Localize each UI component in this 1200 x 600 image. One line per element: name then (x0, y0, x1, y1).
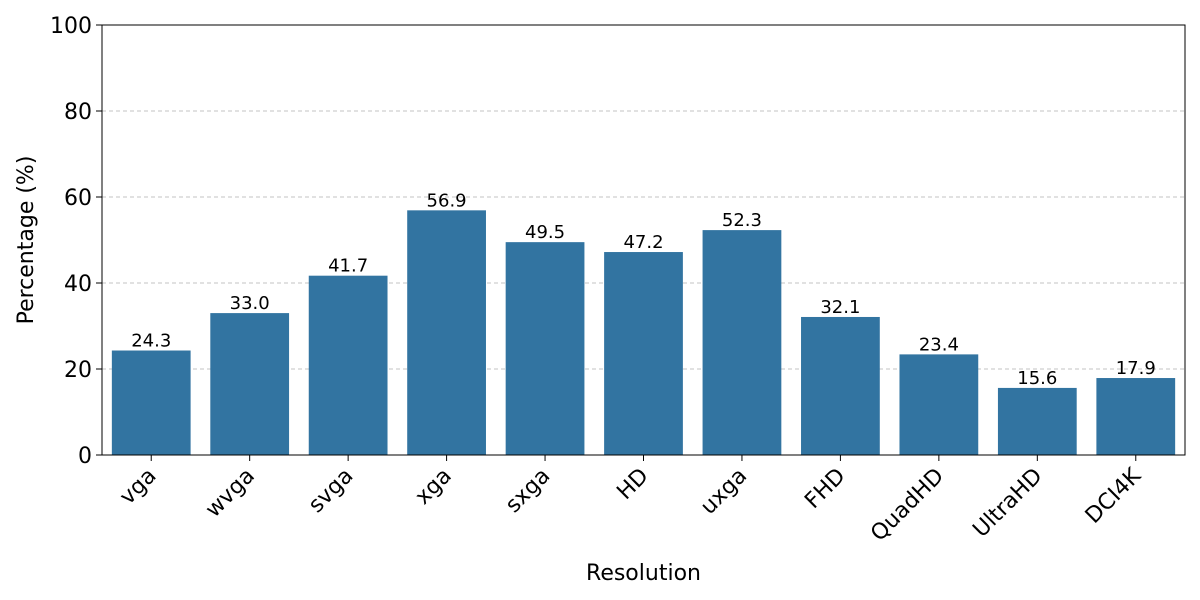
y-tick-label: 40 (64, 272, 92, 297)
data-label-sxga: 49.5 (525, 222, 565, 243)
data-label-vga: 24.3 (131, 331, 171, 352)
x-tick-label: vga (115, 464, 161, 510)
data-label-HD: 47.2 (623, 232, 663, 253)
bar-HD (604, 252, 683, 455)
y-tick-label: 80 (64, 100, 92, 125)
x-tick-label: FHD (800, 464, 850, 514)
x-tick-label: wvga (201, 464, 260, 523)
bar-svga (308, 275, 388, 455)
x-tick-label: sxga (501, 464, 555, 518)
x-tick-label: HD (612, 464, 653, 505)
data-label-uxga: 52.3 (722, 210, 762, 231)
bar-uxga (702, 230, 782, 455)
y-axis-title: Percentage (%) (14, 156, 39, 325)
y-tick-label: 100 (50, 14, 92, 39)
bar-xga (407, 210, 486, 455)
x-tick-label: DCI4K (1081, 463, 1147, 529)
x-tick-label: xga (411, 464, 457, 510)
data-label-FHD: 32.1 (820, 297, 860, 318)
y-tick-label: 20 (64, 358, 92, 383)
bar-wvga (210, 313, 290, 455)
x-axis-title: Resolution (586, 561, 701, 586)
data-label-svga: 41.7 (328, 256, 368, 277)
bars (111, 210, 1176, 455)
data-label-UltraHD: 15.6 (1017, 368, 1057, 389)
x-tick-label: uxga (696, 464, 752, 520)
data-labels: 24.3 33.0 41.7 56.9 49.5 47.2 52.3 32.1 23.4 15.6… (131, 190, 1156, 389)
x-axis-ticks: vga wvga svga xga sxga HD uxga FHD QuadHD UltraHD… (115, 455, 1146, 546)
data-label-QuadHD: 23.4 (919, 334, 959, 355)
bar-vga (111, 350, 191, 455)
x-tick-label: svga (304, 464, 358, 518)
y-tick-label: 60 (64, 186, 92, 211)
data-label-wvga: 33.0 (230, 293, 270, 314)
bar-QuadHD (899, 354, 979, 455)
x-tick-label: UltraHD (968, 464, 1047, 543)
data-label-xga: 56.9 (427, 190, 467, 211)
bar-sxga (505, 242, 585, 455)
y-axis-ticks: 0 20 40 60 80 100 (50, 14, 102, 469)
x-tick-label: QuadHD (866, 464, 949, 547)
y-tick-label: 0 (78, 444, 92, 469)
bar-FHD (801, 316, 880, 455)
data-label-DCI4K: 17.9 (1116, 358, 1156, 379)
bar-DCI4K (1096, 378, 1176, 455)
bar-UltraHD (997, 387, 1077, 455)
